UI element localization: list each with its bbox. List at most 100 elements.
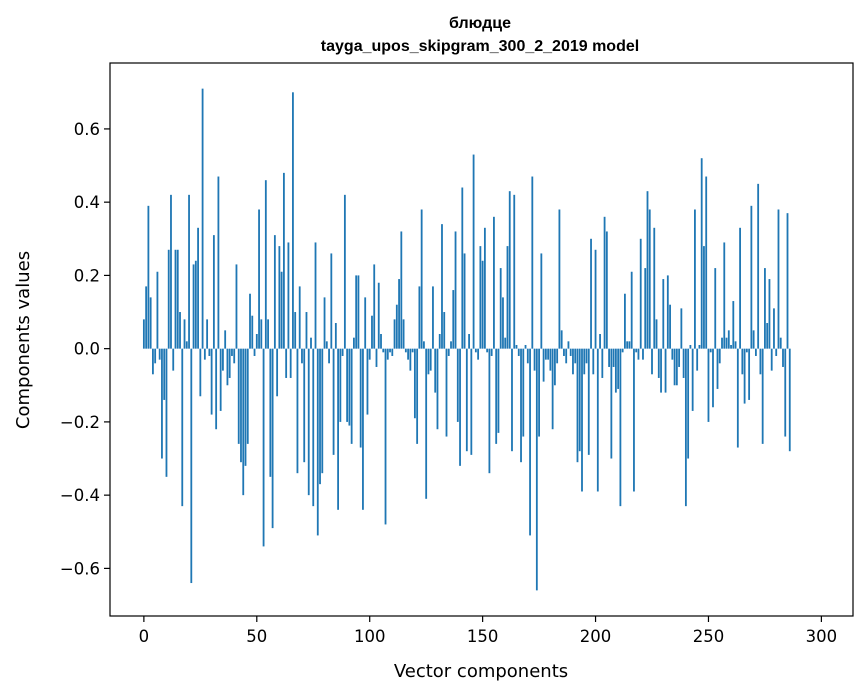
bar	[206, 319, 209, 349]
bar	[210, 348, 213, 415]
bar	[671, 348, 674, 360]
bar	[161, 348, 163, 459]
bar	[714, 268, 717, 349]
bar	[240, 348, 242, 463]
bar	[310, 337, 312, 349]
bar	[743, 348, 746, 404]
bar	[739, 227, 741, 349]
bar	[382, 348, 385, 353]
bar	[578, 348, 581, 452]
bar	[262, 348, 265, 547]
bar	[287, 242, 290, 349]
bar	[267, 319, 269, 349]
bar	[371, 315, 373, 349]
y-tick-label: 0.2	[74, 266, 100, 285]
bar	[725, 337, 728, 349]
bar	[490, 348, 493, 356]
bar	[321, 348, 324, 474]
bar	[447, 348, 450, 356]
chart-title: блюдце	[449, 15, 511, 32]
y-axis-label: Components values	[13, 251, 34, 429]
bar	[599, 334, 601, 349]
bar	[547, 348, 550, 360]
bar	[282, 172, 285, 349]
bar	[551, 348, 554, 430]
bar	[353, 337, 355, 349]
bar	[179, 312, 181, 349]
bar	[775, 348, 778, 356]
bar	[436, 348, 439, 430]
bar	[784, 348, 787, 437]
y-tick-label: −0.4	[60, 486, 100, 505]
y-tick-label: 0.4	[74, 193, 100, 212]
bar	[614, 348, 617, 393]
bar	[619, 348, 622, 507]
bar	[565, 348, 568, 364]
bar	[538, 348, 540, 437]
bar	[368, 348, 371, 360]
bar	[228, 348, 231, 378]
bar	[474, 348, 477, 353]
bar	[170, 194, 172, 349]
bar	[147, 205, 150, 349]
bar	[610, 348, 613, 459]
bar	[689, 344, 692, 349]
bar	[380, 334, 382, 349]
bar	[682, 348, 685, 378]
bar	[226, 348, 229, 386]
bar	[684, 348, 687, 507]
bar	[330, 253, 333, 349]
bar	[197, 227, 199, 349]
bar	[486, 348, 489, 353]
bar	[655, 319, 658, 349]
bar	[244, 348, 247, 466]
bar	[271, 348, 274, 529]
bar	[167, 249, 170, 349]
bar	[212, 235, 215, 349]
bar	[630, 271, 633, 349]
bar	[700, 158, 703, 349]
bar	[488, 348, 491, 474]
bar	[334, 323, 337, 349]
bar	[624, 293, 626, 349]
bar	[373, 264, 376, 349]
bar	[364, 297, 367, 349]
bar	[757, 183, 760, 349]
bar	[786, 213, 789, 349]
bar	[576, 348, 579, 463]
bar	[718, 348, 721, 364]
bar	[502, 297, 504, 349]
bar	[328, 348, 330, 364]
bar	[639, 238, 642, 349]
bar	[233, 348, 236, 364]
bar	[152, 348, 154, 375]
bar	[745, 348, 748, 353]
bar	[219, 348, 222, 411]
bar	[224, 330, 227, 349]
bar	[687, 348, 690, 459]
bar	[468, 334, 470, 349]
bar	[253, 348, 256, 356]
bar	[590, 238, 592, 349]
bar	[703, 246, 705, 349]
bar	[319, 348, 321, 485]
bar	[691, 348, 694, 411]
x-tick-label: 300	[806, 627, 838, 646]
x-tick-label: 150	[467, 627, 499, 646]
bar	[779, 337, 782, 349]
bar	[355, 275, 358, 349]
x-axis: 0 50 100 150 200 250 300	[139, 616, 838, 646]
bar	[215, 348, 218, 430]
bar	[741, 348, 744, 375]
bar	[246, 348, 249, 444]
bar	[666, 275, 669, 349]
bar	[664, 348, 667, 393]
bar	[398, 279, 400, 349]
bar	[346, 348, 349, 422]
y-tick-label: 0.6	[74, 120, 100, 139]
bar	[660, 348, 662, 393]
y-tick-label: 0.0	[74, 340, 100, 359]
bar	[673, 348, 676, 386]
bar	[456, 348, 459, 422]
